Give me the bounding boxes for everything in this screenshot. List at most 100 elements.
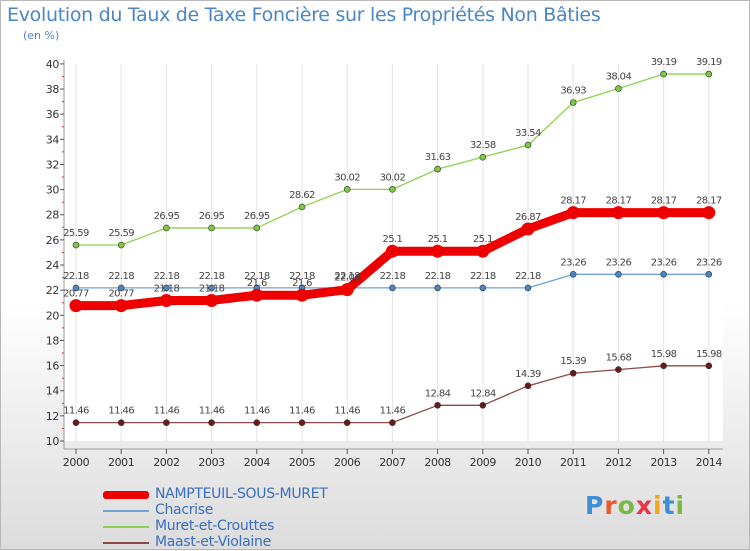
- data-point: [72, 419, 80, 426]
- data-point: [702, 206, 716, 220]
- data-point: [298, 203, 306, 211]
- data-point: [479, 402, 487, 409]
- data-point: [250, 288, 264, 302]
- x-tick-label: 2004: [244, 456, 271, 469]
- data-label: 15.39: [560, 356, 586, 367]
- data-point: [117, 419, 125, 426]
- data-label: 39.19: [696, 57, 722, 68]
- data-label: 11.46: [199, 406, 225, 417]
- data-point: [476, 244, 490, 258]
- data-label: 11.46: [154, 406, 180, 417]
- data-point: [298, 419, 306, 426]
- logo-letter: P: [585, 491, 605, 520]
- x-tick-label: 2006: [334, 456, 361, 469]
- data-label: 22.18: [425, 271, 451, 282]
- y-tick-label: 24: [46, 259, 60, 272]
- y-tick-label: 12: [46, 410, 59, 423]
- data-point: [208, 419, 215, 426]
- data-point: [117, 284, 125, 292]
- legend-label: Maast-et-Violaine: [155, 534, 271, 550]
- data-label: 31.63: [425, 152, 451, 163]
- data-label: 26.95: [244, 211, 270, 222]
- data-label: 36.93: [560, 85, 586, 96]
- data-point: [159, 293, 173, 307]
- data-point: [524, 284, 532, 292]
- data-label: 22.18: [380, 271, 406, 282]
- data-point: [389, 284, 396, 292]
- data-label: 38.04: [606, 72, 632, 83]
- data-label: 22.18: [199, 271, 225, 282]
- legend-label: NAMPTEUIL-SOUS-MURET: [155, 486, 328, 502]
- logo-letter: i: [675, 491, 686, 520]
- data-point: [660, 271, 667, 278]
- data-point: [431, 244, 445, 258]
- data-point: [389, 419, 396, 426]
- data-label: 23.26: [696, 257, 722, 268]
- data-point: [434, 165, 441, 173]
- data-label: 15.68: [606, 353, 632, 364]
- logo-letter: o: [617, 491, 636, 520]
- data-label: 12.84: [470, 388, 496, 399]
- data-point: [72, 284, 80, 292]
- y-tick-label: 14: [46, 385, 60, 398]
- data-label: 39.19: [651, 57, 677, 68]
- y-tick-label: 30: [46, 184, 60, 197]
- data-label: 25.59: [63, 228, 89, 239]
- x-tick-label: 2001: [108, 456, 134, 469]
- data-point: [114, 299, 128, 313]
- data-label: 20.77: [108, 289, 134, 300]
- data-label: 25.1: [428, 234, 448, 245]
- y-tick-label: 10: [46, 435, 60, 448]
- legend-swatch: [103, 526, 149, 528]
- data-point: [253, 419, 261, 426]
- x-tick-label: 2014: [696, 456, 723, 469]
- data-label: 28.17: [651, 196, 677, 207]
- y-tick-label: 32: [46, 158, 59, 171]
- data-label: 11.46: [289, 406, 315, 417]
- y-tick-label: 34: [46, 133, 60, 146]
- data-point: [479, 284, 487, 292]
- data-point: [524, 141, 532, 149]
- data-point: [253, 224, 261, 232]
- logo-letter: r: [604, 491, 618, 520]
- data-label: 28.17: [696, 196, 722, 207]
- data-point: [657, 206, 671, 220]
- data-label: 21.6: [247, 278, 267, 289]
- data-label: 22.18: [289, 271, 315, 282]
- data-point: [479, 153, 487, 161]
- legend-swatch: [103, 491, 149, 499]
- data-label: 11.46: [63, 406, 89, 417]
- y-tick-label: 36: [46, 108, 60, 121]
- data-label: 15.98: [651, 349, 677, 360]
- data-point: [72, 241, 80, 249]
- data-label: 28.17: [560, 196, 586, 207]
- data-point: [660, 70, 667, 78]
- data-label: 28.62: [289, 190, 315, 201]
- data-label: 20.77: [63, 289, 89, 300]
- data-label: 30.02: [380, 172, 406, 183]
- data-label: 30.02: [334, 172, 360, 183]
- data-label: 22.04: [334, 273, 360, 284]
- legend-swatch: [103, 510, 149, 512]
- data-label: 23.26: [606, 257, 632, 268]
- data-label: 26.87: [515, 212, 541, 223]
- data-point: [434, 284, 441, 292]
- data-label: 22.18: [244, 271, 270, 282]
- legend-swatch: [103, 542, 149, 544]
- data-point: [117, 241, 125, 249]
- x-tick-label: 2012: [605, 456, 631, 469]
- x-tick-label: 2013: [650, 456, 677, 469]
- data-point: [163, 284, 170, 292]
- data-label: 22.18: [154, 271, 180, 282]
- logo-letter: x: [635, 491, 653, 520]
- data-label: 26.95: [199, 211, 225, 222]
- data-point: [705, 362, 713, 370]
- data-point: [163, 419, 170, 426]
- data-label: 33.54: [515, 128, 541, 139]
- data-point: [660, 362, 667, 370]
- data-point: [385, 244, 399, 258]
- data-point: [208, 284, 215, 292]
- data-point: [343, 419, 351, 426]
